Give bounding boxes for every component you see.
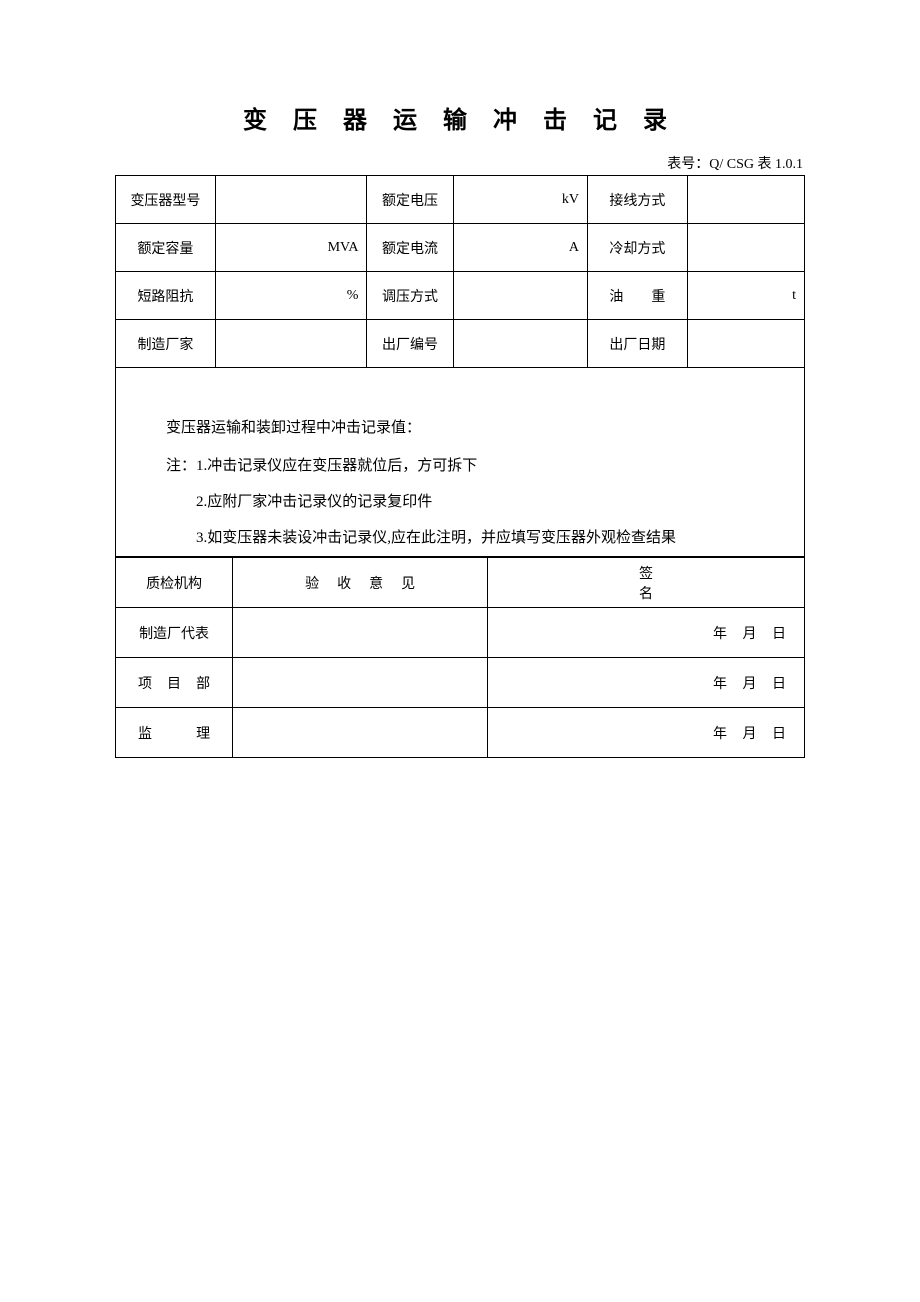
approval-header: 验收意见 (233, 558, 488, 608)
document-title: 变 压 器 运 输 冲 击 记 录 (115, 100, 805, 135)
spec-value[interactable]: t (687, 272, 804, 320)
spec-value[interactable]: A (453, 224, 587, 272)
notes-row: 变压器运输和装卸过程中冲击记录值： 注：1.冲击记录仪应在变压器就位后，方可拆下… (116, 368, 805, 557)
spec-value[interactable] (453, 320, 587, 368)
spec-value[interactable]: kV (453, 176, 587, 224)
approval-date[interactable]: 年 月 日 (488, 608, 805, 658)
spec-row: 短路阻抗 % 调压方式 油 重 t (116, 272, 805, 320)
approval-header: 质检机构 (116, 558, 233, 608)
spec-value[interactable] (453, 272, 587, 320)
spec-value[interactable]: MVA (215, 224, 367, 272)
spec-value[interactable] (687, 176, 804, 224)
notes-intro: 变压器运输和装卸过程中冲击记录值： (166, 410, 784, 446)
approval-row: 制造厂代表 年 月 日 (116, 608, 805, 658)
approval-date[interactable]: 年 月 日 (488, 658, 805, 708)
approval-header: 签名 (488, 558, 805, 608)
spec-label: 变压器型号 (116, 176, 216, 224)
approval-date[interactable]: 年 月 日 (488, 708, 805, 758)
spec-value[interactable] (687, 320, 804, 368)
spec-label: 接线方式 (587, 176, 687, 224)
spec-table: 变压器型号 额定电压 kV 接线方式 额定容量 MVA 额定电流 A 冷却方式 … (115, 175, 805, 557)
approval-row: 监理 年 月 日 (116, 708, 805, 758)
note-line: 3.如变压器未装设冲击记录仪,应在此注明，并应填写变压器外观检查结果 (166, 520, 784, 556)
spec-label: 调压方式 (367, 272, 453, 320)
spec-label: 额定电压 (367, 176, 453, 224)
spec-label: 油 重 (587, 272, 687, 320)
spec-value[interactable]: % (215, 272, 367, 320)
spec-value[interactable] (215, 176, 367, 224)
spec-value[interactable] (687, 224, 804, 272)
spec-label: 冷却方式 (587, 224, 687, 272)
notes-area: 变压器运输和装卸过程中冲击记录值： 注：1.冲击记录仪应在变压器就位后，方可拆下… (116, 368, 805, 557)
approval-table: 质检机构 验收意见 签名 制造厂代表 年 月 日 项目部 年 月 日 监理 年 … (115, 557, 805, 758)
spec-row: 额定容量 MVA 额定电流 A 冷却方式 (116, 224, 805, 272)
note-line: 注：1.冲击记录仪应在变压器就位后，方可拆下 (166, 448, 784, 484)
approval-header-row: 质检机构 验收意见 签名 (116, 558, 805, 608)
spec-row: 制造厂家 出厂编号 出厂日期 (116, 320, 805, 368)
approval-opinion[interactable] (233, 608, 488, 658)
approval-row: 项目部 年 月 日 (116, 658, 805, 708)
approval-opinion[interactable] (233, 658, 488, 708)
spec-label: 额定电流 (367, 224, 453, 272)
spec-label: 出厂编号 (367, 320, 453, 368)
spec-label: 短路阻抗 (116, 272, 216, 320)
approval-org: 项目部 (116, 658, 233, 708)
form-number: 表号：Q/ CSG 表 1.0.1 (115, 153, 805, 173)
approval-org: 制造厂代表 (116, 608, 233, 658)
spec-label: 制造厂家 (116, 320, 216, 368)
spec-label: 额定容量 (116, 224, 216, 272)
note-line: 2.应附厂家冲击记录仪的记录复印件 (166, 484, 784, 520)
spec-label: 出厂日期 (587, 320, 687, 368)
approval-opinion[interactable] (233, 708, 488, 758)
approval-org: 监理 (116, 708, 233, 758)
spec-value[interactable] (215, 320, 367, 368)
spec-row: 变压器型号 额定电压 kV 接线方式 (116, 176, 805, 224)
